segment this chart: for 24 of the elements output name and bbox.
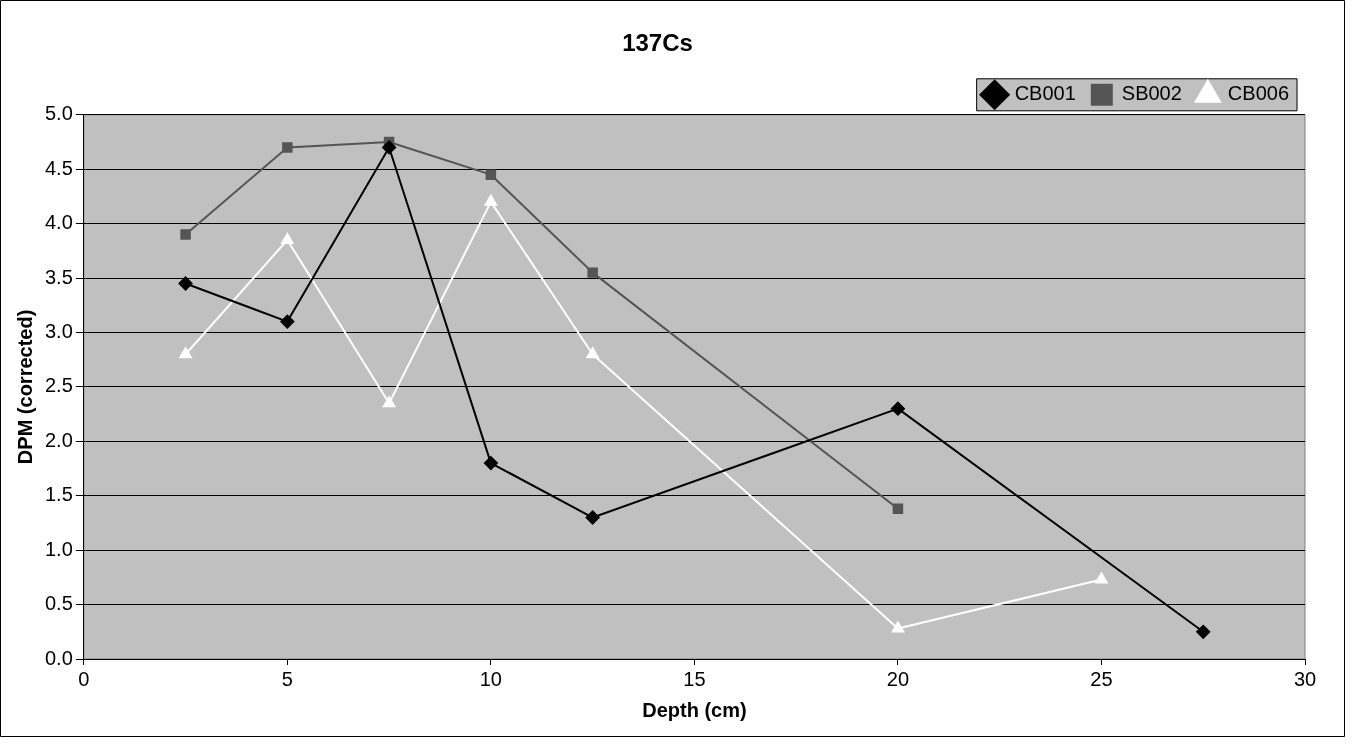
y-axis-title: DPM (corrected)	[13, 309, 36, 465]
y-tick-label: 2.5	[44, 374, 73, 397]
y-tick-label: 1.5	[44, 483, 73, 506]
legend-label: CB006	[1227, 82, 1289, 105]
y-tick-label: 3.0	[44, 320, 73, 342]
y-tick-label: 4.5	[44, 156, 73, 179]
y-tick-label: 1.0	[44, 537, 73, 560]
legend-label: SB002	[1121, 82, 1182, 105]
x-tick-label: 15	[683, 667, 706, 690]
x-tick-label: 10	[479, 667, 502, 690]
x-axis-title: Depth (cm)	[642, 698, 747, 721]
x-tick-label: 20	[886, 667, 910, 690]
x-tick-label: 5	[281, 667, 293, 690]
chart-title: 137Cs	[622, 29, 693, 57]
x-tick-label: 0	[78, 667, 90, 690]
y-tick-label: 3.5	[44, 265, 73, 288]
x-tick-label: 30	[1293, 667, 1317, 690]
y-tick-label: 4.0	[44, 211, 73, 234]
y-tick-label: 0.0	[44, 646, 73, 669]
legend-label: CB001	[1014, 82, 1076, 105]
y-tick-label: 0.5	[44, 592, 73, 615]
y-tick-label: 2.0	[44, 428, 73, 451]
y-tick-label: 5.0	[44, 102, 73, 125]
x-tick-label: 25	[1090, 667, 1113, 690]
